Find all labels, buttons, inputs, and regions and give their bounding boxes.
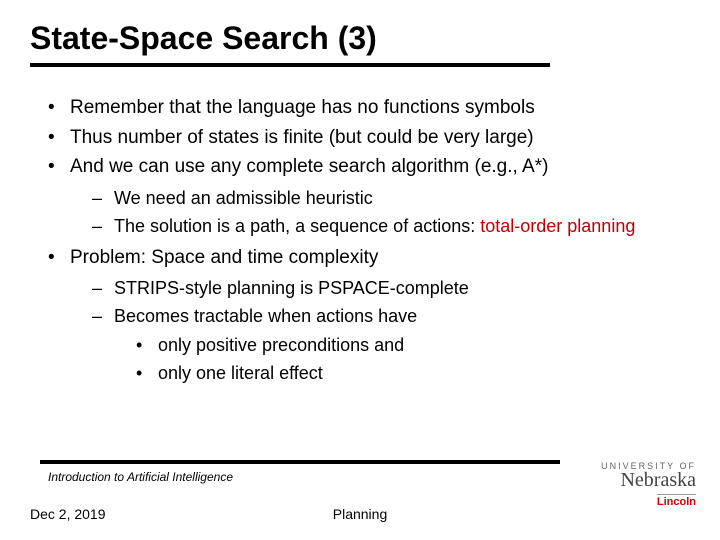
subsub-bullet-item: only positive preconditions and — [136, 333, 690, 357]
sub-bullet-list: We need an admissible heuristic The solu… — [70, 186, 690, 239]
subsub-bullet-list: only positive preconditions and only one… — [114, 333, 690, 386]
title-underline — [30, 63, 550, 67]
bullet-text: Becomes tractable when actions have — [114, 306, 417, 326]
bullet-item: Thus number of states is finite (but cou… — [48, 125, 690, 151]
sub-bullet-item: STRIPS-style planning is PSPACE-complete — [92, 276, 690, 300]
highlight-text: total-order planning — [480, 216, 635, 236]
bullet-list: Remember that the language has no functi… — [30, 95, 690, 385]
logo-sub-text: Lincoln — [657, 494, 696, 508]
slide-content: Remember that the language has no functi… — [30, 95, 690, 385]
bullet-text: Problem: Space and time complexity — [70, 247, 378, 268]
subsub-bullet-item: only one literal effect — [136, 361, 690, 385]
sub-bullet-item: We need an admissible heuristic — [92, 186, 690, 210]
bullet-item: And we can use any complete search algor… — [48, 154, 690, 238]
logo-main-text: Nebraska — [601, 469, 696, 492]
sub-bullet-item: Becomes tractable when actions have only… — [92, 304, 690, 385]
sub-bullet-list: STRIPS-style planning is PSPACE-complete… — [70, 276, 690, 385]
bullet-item: Problem: Space and time complexity STRIP… — [48, 245, 690, 386]
bullet-text: And we can use any complete search algor… — [70, 156, 548, 177]
bullet-text: The solution is a path, a sequence of ac… — [114, 216, 480, 236]
footer-divider — [40, 460, 560, 464]
university-logo: UNIVERSITY OF Nebraska Lincoln — [601, 461, 696, 510]
slide-title: State-Space Search (3) — [30, 20, 690, 57]
sub-bullet-item: The solution is a path, a sequence of ac… — [92, 214, 690, 238]
slide-container: State-Space Search (3) Remember that the… — [0, 0, 720, 540]
footer-course: Introduction to Artificial Intelligence — [48, 470, 233, 484]
bullet-item: Remember that the language has no functi… — [48, 95, 690, 121]
